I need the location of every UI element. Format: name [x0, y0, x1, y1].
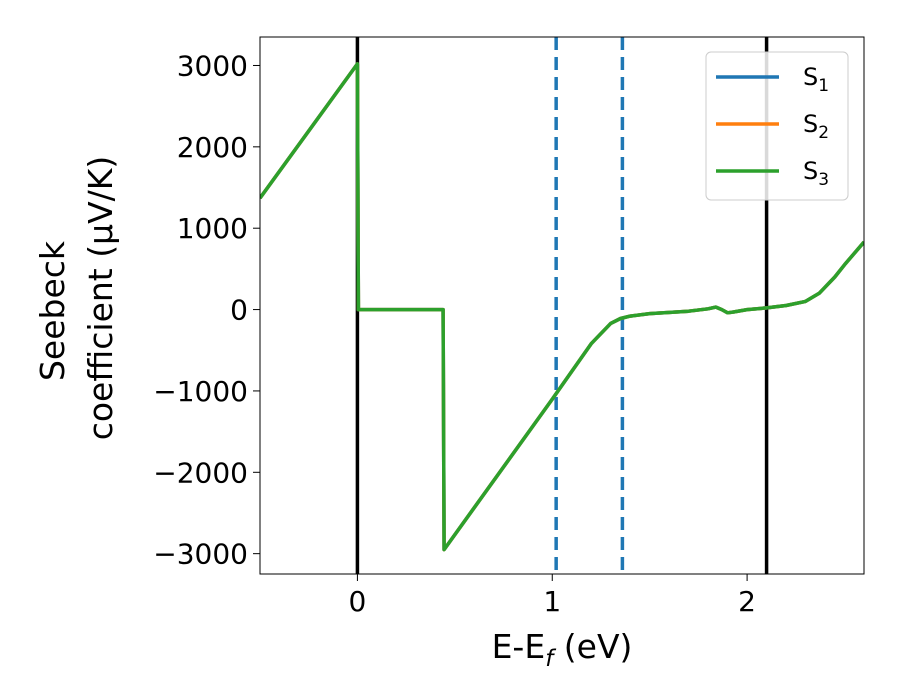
y-axis-label-line-2: coefficient (μV/K) — [81, 156, 120, 441]
legend-box — [705, 51, 849, 201]
y-tick-label: −3000 — [153, 538, 248, 571]
reference-lines — [355, 37, 769, 574]
y-tick-label: 3000 — [177, 49, 248, 82]
y-tick-label: −1000 — [153, 375, 248, 408]
y-tick-label: 0 — [230, 294, 248, 327]
legend-label-s2: S2 — [803, 110, 829, 143]
y-axis-label-line-1: Seebeck — [33, 240, 72, 381]
plot-frame — [259, 36, 865, 575]
legend: S1 S2 S3 — [705, 51, 849, 201]
y-tick-label: 1000 — [177, 212, 248, 245]
series-line-s3 — [260, 62, 864, 552]
x-tick-label: 2 — [738, 585, 756, 618]
y-tick-label: −2000 — [153, 456, 248, 489]
x-axis: 0 1 2 — [349, 574, 756, 618]
x-axis-label: E-Ef (eV) — [492, 627, 633, 672]
y-axis: −3000 −2000 −1000 0 1000 2000 3000 — [153, 49, 260, 571]
legend-label-s1: S1 — [803, 63, 829, 96]
series-layer — [260, 62, 864, 552]
y-tick-label: 2000 — [177, 131, 248, 164]
x-tick-label: 0 — [349, 585, 367, 618]
x-tick-label: 1 — [543, 585, 561, 618]
y-axis-label: Seebeck coefficient (μV/K) — [33, 156, 120, 441]
legend-label-s3: S3 — [803, 157, 829, 190]
